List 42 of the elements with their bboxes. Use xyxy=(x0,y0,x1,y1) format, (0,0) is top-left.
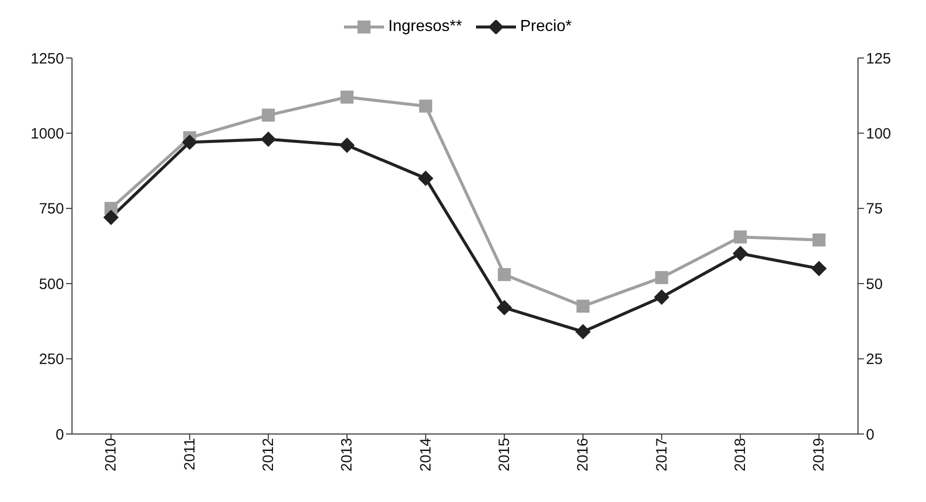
x-tick-label: 2016 xyxy=(574,438,592,472)
point xyxy=(182,134,198,150)
y2-tick-label: 50 xyxy=(866,276,883,293)
point xyxy=(340,138,354,153)
point xyxy=(732,246,748,262)
x-tick-label: 2018 xyxy=(732,438,749,472)
x-tick-label: 2012 xyxy=(260,438,277,472)
y2-tick-label: 25 xyxy=(866,351,883,368)
point xyxy=(418,170,434,186)
x-tick-label: 2019 xyxy=(810,438,828,472)
y-tick-label: 250 xyxy=(38,351,64,368)
point xyxy=(812,233,826,246)
point xyxy=(419,100,432,113)
x-tick-label: 2011 xyxy=(181,438,198,470)
point xyxy=(654,290,670,305)
legend-label: Precio* xyxy=(520,18,572,36)
y-tick-label: 750 xyxy=(38,200,64,218)
point xyxy=(576,324,590,340)
point xyxy=(262,108,275,122)
point xyxy=(340,90,354,104)
y2-tick-label: 100 xyxy=(866,126,892,143)
x-tick-label: 2015 xyxy=(496,438,513,472)
x-tick-label: 2010 xyxy=(102,438,120,472)
y-tick-label: 1000 xyxy=(30,126,64,143)
point xyxy=(498,268,511,282)
point xyxy=(655,271,668,284)
point xyxy=(496,300,512,316)
y-tick-label: 0 xyxy=(56,426,64,444)
legend-label: Ingresos** xyxy=(388,18,462,36)
y-tick-label: 1250 xyxy=(30,50,64,68)
y-tick-label: 500 xyxy=(38,276,64,293)
y2-tick-label: 0 xyxy=(866,426,874,444)
point xyxy=(812,261,826,276)
y2-tick-label: 125 xyxy=(866,50,892,68)
point xyxy=(104,210,118,225)
point xyxy=(734,230,747,244)
point xyxy=(576,300,590,313)
x-tick-label: 2013 xyxy=(338,438,356,472)
x-tick-label: 2017 xyxy=(653,438,670,472)
point xyxy=(260,132,276,147)
x-tick-label: 2014 xyxy=(417,438,434,472)
y2-tick-label: 75 xyxy=(866,200,883,218)
